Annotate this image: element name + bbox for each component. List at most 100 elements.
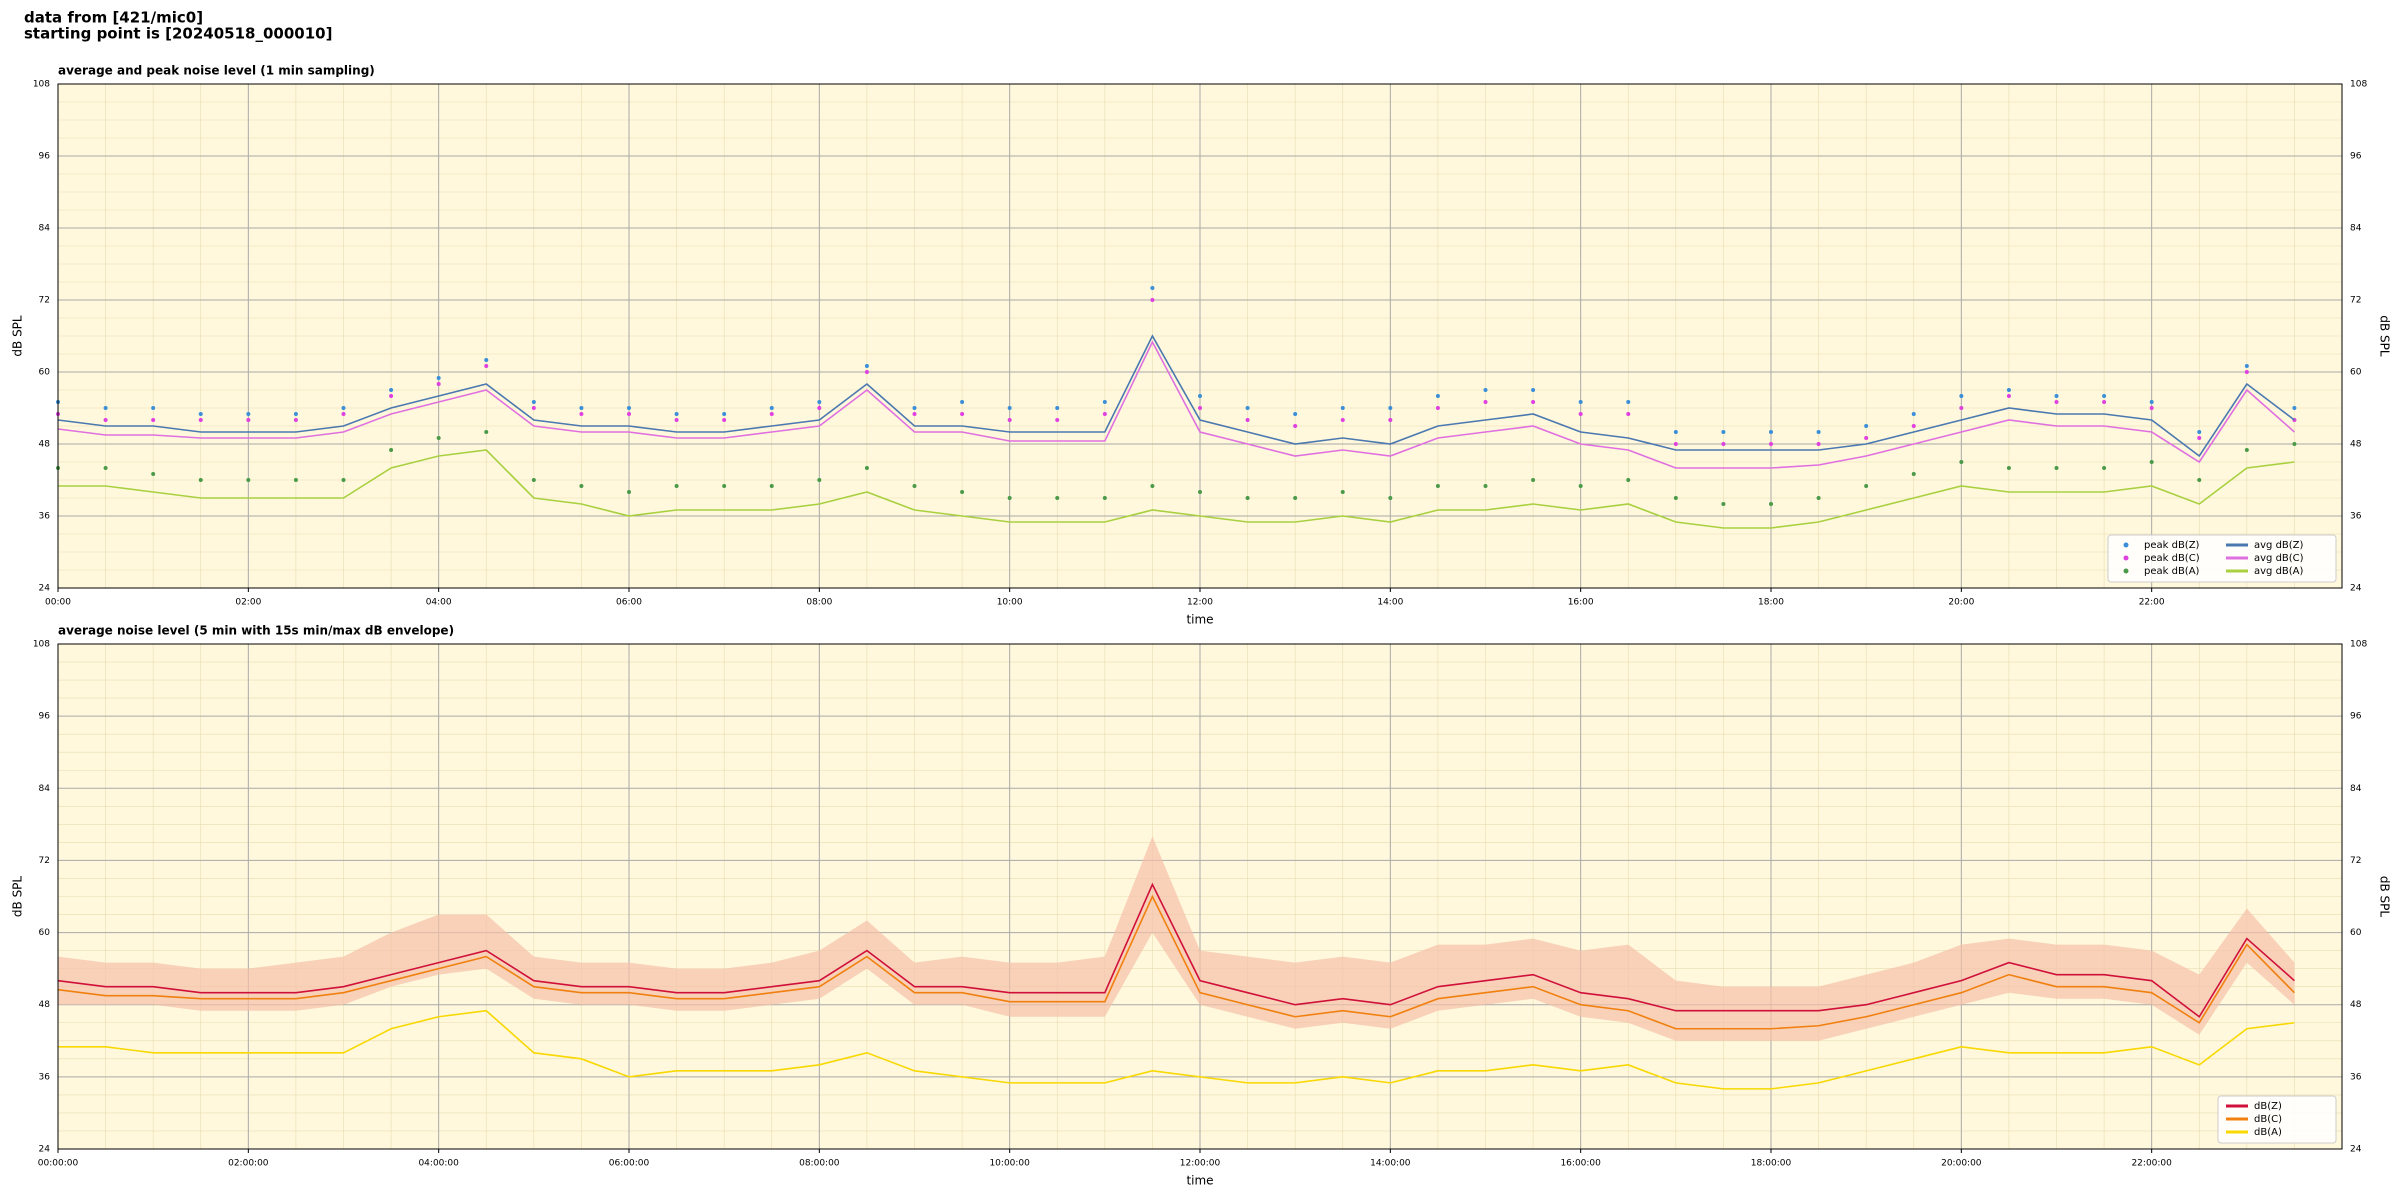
peak-point	[151, 406, 156, 410]
peak-point	[2006, 394, 2011, 398]
peak-point	[151, 472, 156, 476]
y-tick-label: 60	[39, 928, 51, 938]
x-tick-label: 16:00:00	[1560, 1159, 1601, 1169]
x-tick-label: 06:00	[616, 598, 642, 608]
peak-point	[1769, 442, 1773, 446]
peak-point	[674, 418, 679, 422]
peak-point	[864, 370, 869, 374]
peak-point	[864, 364, 869, 368]
peak-point	[2102, 466, 2107, 470]
peak-point	[484, 364, 489, 368]
peak-point	[103, 418, 108, 422]
legend-marker	[2123, 568, 2129, 574]
y-tick-label: 84	[39, 784, 51, 794]
envelope	[58, 836, 2295, 1041]
peak-point	[1578, 484, 1583, 488]
legend-label: dB(Z)	[2254, 1101, 2282, 1112]
peak-point	[198, 412, 203, 416]
peak-point	[1245, 496, 1250, 500]
peak-point	[293, 418, 298, 422]
y-tick-label: 84	[2350, 784, 2362, 794]
peak-point	[722, 484, 727, 488]
peak-point	[1245, 418, 1250, 422]
y-tick-label: 72	[2350, 856, 2361, 866]
peak-point	[1150, 484, 1155, 488]
peak-point	[1102, 496, 1107, 500]
y-tick-label: 60	[2350, 368, 2362, 378]
peak-point	[2054, 466, 2059, 470]
peak-point	[912, 406, 917, 410]
peak-point	[1721, 442, 1726, 446]
peak-point	[1293, 412, 1298, 416]
peak-point	[1769, 502, 1773, 506]
x-tick-label: 00:00:00	[38, 1159, 79, 1169]
y-tick-label: 96	[39, 152, 51, 162]
peak-point	[1816, 442, 1821, 446]
chart-title: average and peak noise level (1 min samp…	[58, 64, 375, 78]
y-tick-label: 108	[2350, 80, 2367, 90]
legend-label: avg dB(Z)	[2254, 540, 2304, 551]
legend-label: avg dB(A)	[2254, 566, 2304, 577]
y-tick-label: 96	[39, 712, 51, 722]
peak-point	[2054, 394, 2059, 398]
y-tick-label: 72	[2350, 296, 2361, 306]
series-line	[58, 1009, 2295, 1090]
peak-point	[531, 478, 536, 482]
peak-point	[1102, 400, 1107, 404]
peak-point	[1626, 412, 1631, 416]
peak-point	[1483, 400, 1488, 404]
peak-point	[1626, 400, 1631, 404]
peak-point	[1198, 490, 1202, 494]
x-tick-label: 14:00	[1377, 598, 1403, 608]
y-tick-label: 48	[2350, 440, 2362, 450]
chart-title: average noise level (5 min with 15s min/…	[58, 624, 454, 638]
peak-point	[1435, 394, 1440, 398]
x-tick-label: 14:00:00	[1370, 1159, 1411, 1169]
plot-frame	[57, 643, 2343, 1150]
x-tick-label: 20:00:00	[1941, 1159, 1982, 1169]
peak-point	[960, 400, 965, 404]
peak-point	[1435, 406, 1440, 410]
peak-point	[246, 418, 251, 422]
subplot: 24 24 36 36 48 48 60 60 72 72 84 84 96 96 108 108 00:00 0…	[11, 64, 2392, 627]
x-tick-label: 10:00:00	[989, 1159, 1030, 1169]
peak-point	[1388, 418, 1393, 422]
x-tick-label: 22:00	[2139, 598, 2165, 608]
y-tick-label: 84	[39, 224, 51, 234]
legend-label: dB(A)	[2254, 1127, 2282, 1138]
peak-point	[2102, 400, 2107, 404]
peak-point	[1435, 484, 1440, 488]
peak-point	[1340, 406, 1345, 410]
peak-point	[2197, 478, 2202, 482]
peak-point	[2292, 406, 2297, 410]
series-line	[57, 894, 2295, 1030]
peak-point	[389, 448, 394, 452]
peak-point	[1007, 418, 1012, 422]
peak-point	[1055, 406, 1060, 410]
peak-point	[1673, 442, 1678, 446]
legend-label: peak dB(Z)	[2144, 540, 2200, 551]
y-tick-label: 36	[39, 512, 51, 522]
x-tick-label: 16:00	[1568, 598, 1594, 608]
y-tick-label: 48	[2350, 1000, 2362, 1010]
peak-point	[817, 478, 822, 482]
peak-point	[1102, 412, 1107, 416]
y-tick-label: 24	[39, 1145, 51, 1155]
y-tick-label: 96	[2350, 152, 2362, 162]
peak-point	[1911, 424, 1916, 428]
peak-point	[1483, 484, 1488, 488]
y-tick-label: 84	[2350, 224, 2362, 234]
peak-point	[674, 412, 679, 416]
y-tick-label: 108	[33, 80, 50, 90]
y-tick-label: 60	[39, 368, 51, 378]
peak-point	[293, 412, 298, 416]
peak-point	[103, 466, 108, 470]
peak-point	[2244, 370, 2249, 374]
y-tick-label: 72	[39, 296, 50, 306]
peak-point	[1531, 388, 1536, 392]
legend-marker	[2123, 542, 2129, 548]
x-tick-label: 12:00:00	[1180, 1159, 1221, 1169]
peak-point	[436, 436, 441, 440]
peak-point	[341, 406, 346, 410]
